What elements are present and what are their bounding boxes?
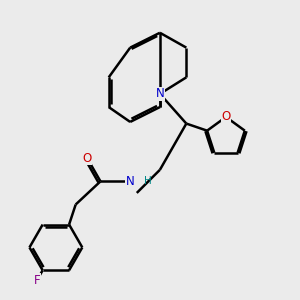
Text: N: N: [126, 175, 135, 188]
Text: F: F: [34, 274, 40, 287]
Text: O: O: [82, 152, 92, 165]
Text: H: H: [144, 176, 152, 186]
Text: O: O: [221, 110, 231, 124]
Text: N: N: [155, 87, 164, 101]
